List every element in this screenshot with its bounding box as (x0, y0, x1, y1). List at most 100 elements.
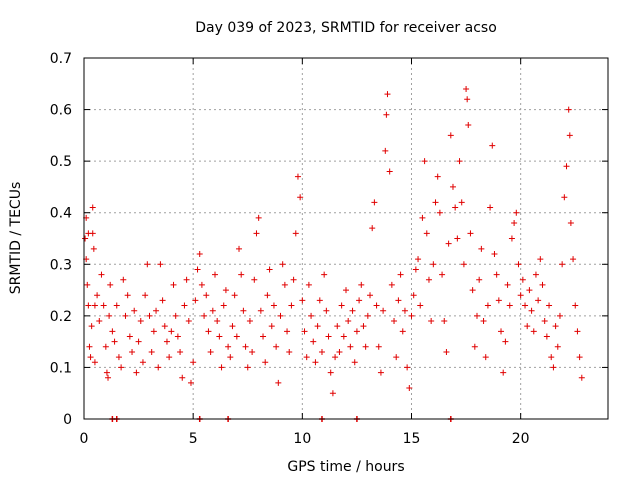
data-point (388, 281, 395, 288)
data-point (124, 292, 131, 299)
data-point (401, 307, 408, 314)
data-point (323, 307, 330, 314)
data-point (268, 323, 275, 330)
data-point (428, 318, 435, 325)
y-axis-label: SRMTID / TECUs (8, 182, 24, 295)
data-point (550, 364, 557, 371)
data-point (109, 328, 116, 335)
data-point (464, 96, 471, 103)
chart-title: Day 039 of 2023, SRMTID for receiver acs… (195, 20, 497, 36)
data-point (301, 328, 308, 335)
data-point (476, 276, 483, 283)
data-point (292, 230, 299, 237)
data-point (445, 240, 452, 247)
data-point (187, 379, 194, 386)
data-point (325, 333, 332, 340)
data-point (236, 245, 243, 252)
data-point (371, 199, 378, 206)
data-point (404, 364, 411, 371)
data-point (286, 348, 293, 355)
data-point (294, 173, 301, 180)
data-point (290, 276, 297, 283)
data-point (425, 276, 432, 283)
data-point (249, 348, 256, 355)
data-point (120, 276, 127, 283)
x-tick-label: 5 (189, 431, 198, 447)
data-point (82, 235, 89, 242)
data-point (460, 261, 467, 268)
data-point (474, 312, 480, 319)
data-point (312, 359, 319, 366)
data-point (137, 318, 144, 325)
data-point (543, 333, 550, 340)
x-tick-label: 15 (403, 431, 421, 447)
data-point (275, 379, 282, 386)
data-point (161, 323, 168, 330)
data-point (190, 359, 197, 366)
data-point (142, 292, 149, 299)
data-point (487, 204, 494, 211)
data-point (349, 307, 356, 314)
data-point (146, 312, 153, 319)
data-point (537, 256, 544, 263)
data-point (316, 297, 323, 304)
data-point (566, 132, 573, 139)
data-point (417, 302, 424, 309)
data-point (255, 214, 262, 221)
data-point (467, 230, 474, 237)
data-point (351, 359, 358, 366)
data-point (336, 348, 343, 355)
data-point (406, 385, 413, 392)
data-point (273, 343, 280, 350)
data-point (98, 271, 105, 278)
data-point (89, 230, 96, 237)
data-point (214, 318, 221, 325)
data-point (297, 194, 304, 201)
data-point (570, 256, 577, 263)
data-point (504, 281, 511, 288)
data-point (129, 348, 136, 355)
plot-frame (83, 57, 609, 420)
data-point (458, 199, 465, 206)
data-point (434, 173, 441, 180)
data-point (113, 302, 120, 309)
data-point (310, 338, 317, 345)
data-point (229, 323, 236, 330)
data-point (87, 354, 94, 361)
data-point (102, 343, 109, 350)
data-point (115, 354, 122, 361)
data-point (244, 364, 251, 371)
data-point (144, 261, 151, 268)
data-point (340, 333, 347, 340)
data-point (262, 359, 269, 366)
data-point (260, 333, 267, 340)
data-point (539, 281, 546, 288)
data-point (338, 302, 345, 309)
data-point (552, 323, 559, 330)
data-point (360, 323, 367, 330)
data-point (456, 158, 463, 165)
data-point (279, 261, 286, 268)
y-tick-label: 0.2 (50, 309, 72, 325)
data-point (567, 220, 574, 227)
data-point (150, 328, 157, 335)
data-point (91, 359, 98, 366)
data-point (408, 312, 415, 319)
data-point (373, 302, 380, 309)
data-point (264, 292, 271, 299)
data-point (528, 307, 535, 314)
data-point (233, 333, 240, 340)
x-tick-label: 20 (512, 431, 530, 447)
data-point (212, 271, 218, 278)
data-point (343, 287, 349, 294)
data-point (382, 147, 389, 154)
data-point (118, 364, 125, 371)
data-point (314, 323, 321, 330)
data-point (548, 354, 555, 361)
data-point (511, 220, 518, 227)
data-point (498, 328, 505, 335)
data-point (358, 281, 365, 288)
data-point (397, 271, 404, 278)
data-point (524, 323, 531, 330)
